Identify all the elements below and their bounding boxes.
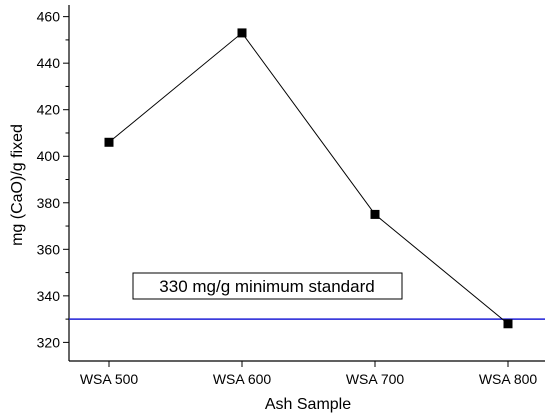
x-ticks: WSA 500 WSA 600 WSA 700 WSA 800 — [80, 361, 538, 387]
annotation-text: 330 mg/g minimum standard — [159, 277, 374, 296]
series-line — [108, 32, 509, 325]
x-tick-label: WSA 600 — [213, 371, 272, 387]
x-tick-label: WSA 800 — [479, 371, 538, 387]
data-point-marker — [104, 137, 114, 147]
data-point-marker — [237, 28, 247, 38]
x-tick-label: WSA 500 — [80, 371, 139, 387]
data-point-marker — [503, 319, 513, 329]
y-tick-label: 360 — [37, 241, 61, 257]
data-point-marker — [370, 209, 380, 219]
y-tick-label: 460 — [37, 9, 61, 25]
y-tick-label: 400 — [37, 148, 61, 164]
chart-axes — [68, 5, 545, 362]
x-tick-label: WSA 700 — [346, 371, 405, 387]
y-axis-title: mg (CaO)/g fixed — [9, 124, 26, 246]
y-ticks: 320 340 360 380 400 420 440 460 — [37, 9, 69, 350]
x-axis-title: Ash Sample — [265, 396, 351, 413]
series-group — [104, 28, 513, 329]
y-tick-label: 320 — [37, 334, 61, 350]
y-tick-label: 420 — [37, 102, 61, 118]
annotation-box: 330 mg/g minimum standard — [132, 272, 403, 300]
y-tick-label: 340 — [37, 288, 61, 304]
y-tick-label: 380 — [37, 195, 61, 211]
y-tick-label: 440 — [37, 55, 61, 71]
